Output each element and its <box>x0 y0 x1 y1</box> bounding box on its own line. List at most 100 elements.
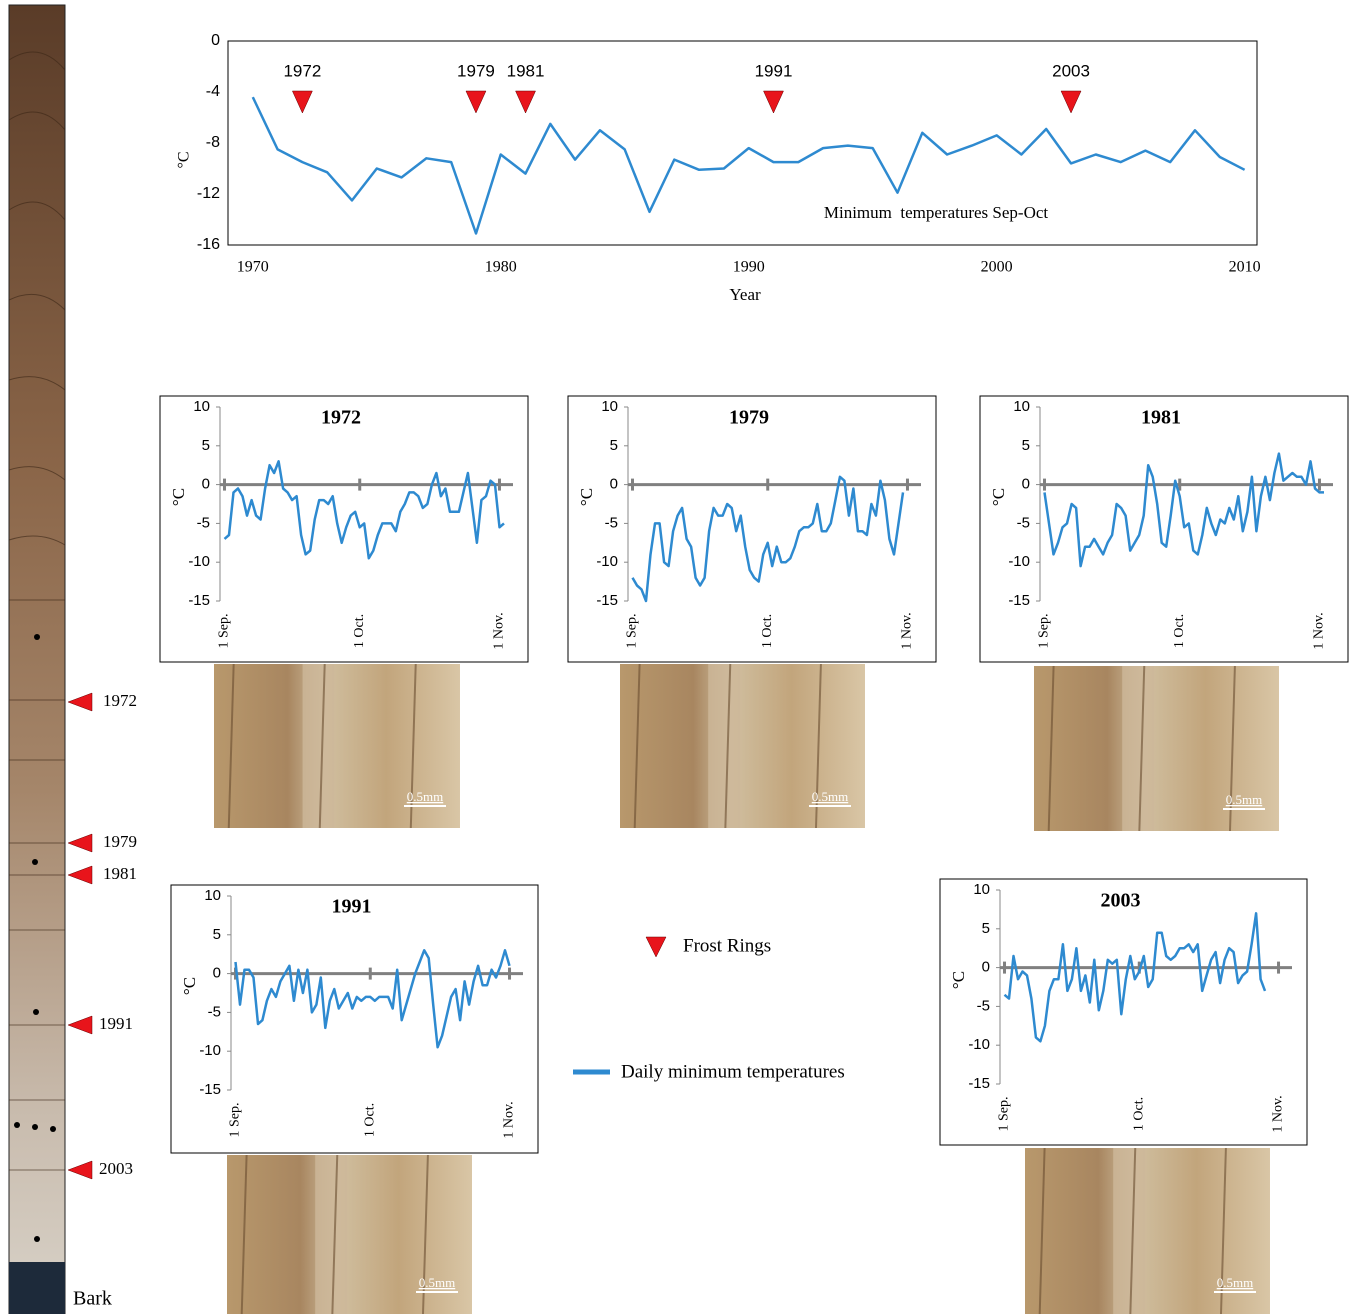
x-axis-label: Year <box>729 285 761 304</box>
y-tick-label: -15 <box>968 1075 990 1092</box>
y-tick-label: 0 <box>610 476 618 493</box>
y-tick-label: -5 <box>197 514 210 531</box>
frost-label: 1981 <box>507 61 545 80</box>
scale-bar-label: 0.5mm <box>1226 792 1262 807</box>
frost-label: 1972 <box>283 61 321 80</box>
y-tick-label: -5 <box>208 1003 221 1020</box>
micrograph: 0.5mm <box>620 664 865 828</box>
y-tick-label: 10 <box>601 398 618 415</box>
chart-title: 1991 <box>332 896 372 918</box>
x-tick-label: 1 Sep. <box>625 614 640 649</box>
y-tick-label: 0 <box>213 965 221 982</box>
y-tick-label: 5 <box>982 920 990 937</box>
y-tick-label: -15 <box>199 1081 221 1098</box>
frost-label: 1979 <box>457 61 495 80</box>
y-tick-label: 5 <box>610 437 618 454</box>
frost-band <box>315 1155 347 1314</box>
x-tick-label: 1970 <box>237 259 269 276</box>
frost-band <box>708 664 740 828</box>
core-label: 2003 <box>99 1159 133 1178</box>
y-tick-label: -15 <box>1008 592 1030 609</box>
tree-core: 1972 1979 1981 1991 2003 Bark <box>9 5 137 1314</box>
y-tick-label: 10 <box>1013 398 1030 415</box>
y-tick-label: 0 <box>211 32 220 49</box>
y-tick-label: -4 <box>206 83 220 100</box>
chart-frame <box>568 396 936 662</box>
micrograph: 0.5mm <box>214 664 460 828</box>
x-tick-label: 1 Nov. <box>1271 1095 1286 1132</box>
y-tick-label: -8 <box>206 134 220 151</box>
x-tick-label: 1 Sep. <box>217 614 232 649</box>
core-label: 1972 <box>103 691 137 710</box>
core-label: 1979 <box>103 832 137 851</box>
chart-frame <box>171 885 538 1153</box>
frost-marker <box>1061 91 1081 113</box>
x-tick-label: 1 Oct. <box>352 614 367 648</box>
legend-label: Daily minimum temperatures <box>621 1061 845 1082</box>
x-tick-label: 2000 <box>981 259 1013 276</box>
frost-marker <box>292 91 312 113</box>
y-tick-label: 0 <box>982 959 990 976</box>
core-label: 1981 <box>103 864 137 883</box>
y-axis-label: °C <box>949 971 968 989</box>
chart-frame <box>160 396 528 662</box>
x-tick-label: 1 Nov. <box>502 1101 517 1138</box>
y-tick-label: -10 <box>1008 553 1030 570</box>
x-tick-label: 1990 <box>733 259 765 276</box>
x-tick-label: 1 Sep. <box>228 1103 243 1138</box>
micrograph: 0.5mm <box>1034 666 1279 831</box>
y-tick-label: -5 <box>1017 514 1030 531</box>
frost-label: 2003 <box>1052 61 1090 80</box>
y-tick-label: 0 <box>202 476 210 493</box>
chart-title: 1972 <box>321 407 361 429</box>
y-tick-label: 5 <box>213 926 221 943</box>
y-tick-label: -10 <box>968 1036 990 1053</box>
wood-image <box>227 1155 472 1314</box>
y-tick-label: -12 <box>197 185 220 202</box>
x-tick-label: 1 Nov. <box>1312 612 1327 649</box>
x-tick-label: 1 Oct. <box>1131 1097 1146 1131</box>
frost-marker <box>516 91 536 113</box>
core-label: 1991 <box>99 1014 133 1033</box>
x-tick-label: 1 Oct. <box>1172 614 1187 648</box>
y-tick-label: -16 <box>197 236 220 253</box>
frost-band <box>1122 666 1154 831</box>
y-tick-label: -15 <box>596 592 618 609</box>
x-tick-label: 1 Oct. <box>362 1103 377 1137</box>
x-tick-label: 1 Nov. <box>492 612 507 649</box>
x-tick-label: 2010 <box>1229 259 1261 276</box>
core-image <box>9 5 65 1314</box>
y-tick-label: 10 <box>193 398 210 415</box>
frost-band <box>303 664 335 828</box>
y-tick-label: -10 <box>188 553 210 570</box>
y-tick-label: 5 <box>1022 437 1030 454</box>
core-arrows <box>68 693 92 1179</box>
legend-label: Frost Rings <box>683 935 771 956</box>
plot-frame <box>228 41 1257 245</box>
x-tick-label: 1 Sep. <box>1037 614 1052 649</box>
chart: 1050-5-10-151 Sep.1 Oct.1 Nov.1979°C <box>568 396 936 662</box>
y-tick-label: 5 <box>202 437 210 454</box>
y-tick-label: -5 <box>605 514 618 531</box>
y-tick-label: -5 <box>977 997 990 1014</box>
x-tick-label: 1 Nov. <box>900 612 915 649</box>
y-tick-label: -10 <box>199 1042 221 1059</box>
legend-marker <box>646 937 666 957</box>
y-tick-label: 10 <box>973 881 990 898</box>
chart-title: 2003 <box>1101 890 1141 912</box>
frost-label: 1991 <box>755 61 793 80</box>
figure: 1972 1979 1981 1991 2003 Bark Frost Ring… <box>0 0 1354 1314</box>
bark-image <box>9 1262 65 1314</box>
scale-bar-label: 0.5mm <box>1217 1275 1253 1290</box>
y-axis-label: °C <box>180 977 199 995</box>
bark-label: Bark <box>73 1288 112 1310</box>
data-line <box>253 97 1245 233</box>
scale-bar-label: 0.5mm <box>419 1275 455 1290</box>
frost-band <box>1113 1148 1145 1314</box>
chart-frame <box>980 396 1348 662</box>
